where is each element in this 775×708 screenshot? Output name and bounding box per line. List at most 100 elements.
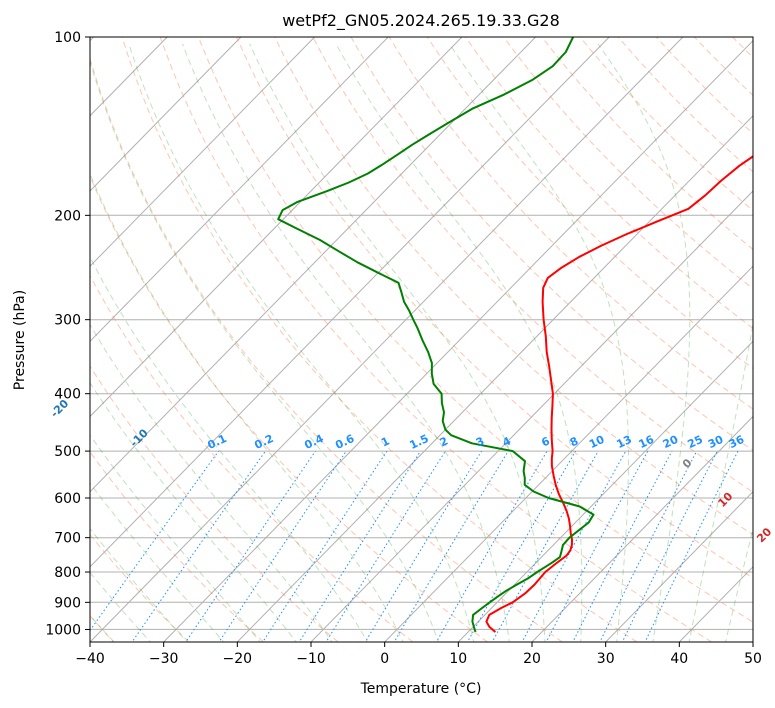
y-tick-label: 100 [54,30,81,46]
profile-lines [277,37,753,633]
moist-adiabat [90,482,225,642]
isotherm [678,566,753,642]
moist-adiabats [90,43,753,642]
moist-adiabat [90,172,404,642]
mixing-ratio-label: 1 [379,434,391,449]
isotherm [531,415,753,642]
moist-adiabat [725,527,753,642]
mixing-ratio-line [621,450,718,642]
dry-adiabat [426,37,753,370]
chart-title: wetPf2_GN05.2024.265.19.33.G28 [282,11,560,31]
y-tick-label: 700 [54,531,81,547]
isotherm [457,340,753,642]
mixing-ratio-line [644,450,739,642]
mixing-ratio-line [298,450,422,642]
moist-adiabat [335,43,583,642]
mixing-ratio-line [599,450,698,642]
mixing-ratio-line [545,450,649,642]
moist-adiabat [90,382,297,642]
y-axis-ticks: 100 200 300 400 500 600 700 800 900 1000 [45,30,90,638]
x-tick-label: −20 [223,651,253,667]
isotherm [163,39,753,642]
mixing-ratio-line [521,450,627,642]
plot-frame [89,36,754,643]
mixing-ratio-label: 20 [661,433,681,451]
dry-adiabat [694,37,753,97]
y-axis-label: Pressure (hPa) [12,290,28,390]
dry-adiabat [503,37,753,290]
x-tick-label: 50 [744,651,762,667]
mixing-ratio-line [572,450,673,642]
moist-adiabat [128,43,475,642]
dry-adiabat [771,37,775,642]
mixing-ratio-label: 8 [568,434,580,449]
y-tick-label: 800 [54,565,81,581]
isotherm [90,37,536,493]
moist-adiabat [90,323,333,642]
dry-adiabat [121,37,638,642]
y-tick-label: 400 [54,387,81,403]
mixing-ratio-line [218,450,347,642]
y-tick-label: 200 [54,208,81,224]
y-tick-label: 300 [54,313,81,329]
isotherm [90,37,242,192]
dry-adiabat [90,274,414,642]
mixing-ratio-label: 13 [615,433,634,451]
dry-adiabat [617,37,753,173]
moist-adiabat [688,320,753,642]
moist-adiabat [90,434,261,642]
isotherm [310,190,753,642]
y-tick-label: 600 [54,491,81,507]
x-tick-label: 10 [449,651,467,667]
mixing-ratio-label: 16 [637,433,657,451]
mixing-ratio-line [466,450,577,642]
isotherm [752,641,753,642]
dry-adiabat [90,533,190,642]
isobar-grid [90,37,753,630]
moist-adiabat-label: 10 [715,490,735,510]
isotherm [90,37,610,568]
moist-adiabat [448,43,629,642]
moist-adiabat [90,255,369,642]
x-tick-label: −30 [149,651,179,667]
mixing-ratio-label: 0.1 [206,432,229,452]
dry-adiabat [197,37,753,623]
dry-adiabat [312,37,753,493]
x-axis-label: Temperature (°C) [360,681,482,697]
dry-adiabat [236,37,753,579]
moist-adiabat [597,43,691,642]
mixing-ratio-line [491,450,599,642]
mixing-ratio-label: 10 [587,433,607,451]
temperature-line [485,155,753,633]
x-tick-label: 0 [380,651,389,667]
mixing-ratio-label: 36 [727,433,747,451]
y-tick-label: 900 [54,595,81,611]
dry-adiabat [465,37,753,329]
mixing-ratio-label: 3 [474,434,486,449]
isotherm [90,37,389,343]
mixing-ratio-label: 1.5 [408,432,431,452]
mixing-ratio-label: 30 [706,433,726,451]
dry-adiabat [655,37,753,135]
isotherm-grid [90,37,753,642]
dewpoint-line [277,37,595,633]
moist-adiabat-label: 20 [754,525,774,545]
dry-adiabat [732,37,753,58]
x-tick-label: −40 [75,651,105,667]
isotherm [605,490,753,642]
dry-adiabat [159,37,712,642]
moist-adiabat [249,43,546,642]
dry-adiabat-label: -10 [128,426,151,449]
y-tick-label: 500 [54,444,81,460]
y-tick-label: 1000 [45,622,81,638]
moist-adiabat-label: 0 [680,456,695,471]
moist-adiabat [90,528,188,642]
x-axis-ticks: −40 −30 −20 −10 0 10 20 30 40 50 [75,642,762,667]
mixing-ratio-label: 0.4 [302,432,325,452]
x-tick-label: 40 [670,651,688,667]
x-tick-label: −10 [296,651,326,667]
dry-adiabat [579,37,753,212]
isotherm [90,37,684,642]
mixing-ratio-line [435,450,548,642]
